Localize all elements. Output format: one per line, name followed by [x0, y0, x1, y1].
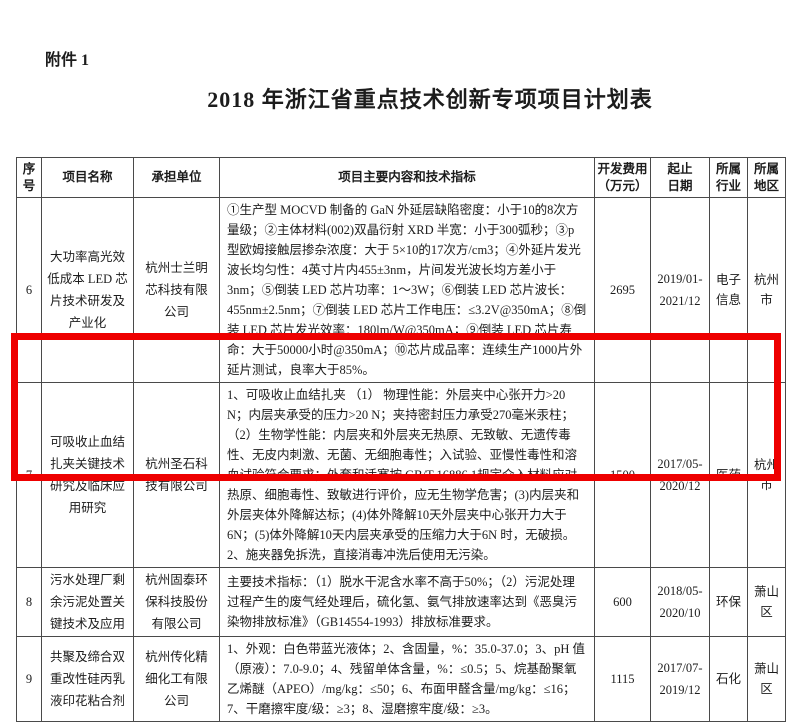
cell-unit: 杭州圣石科技有限公司: [133, 382, 220, 568]
table-row: 6 大功率高光效低成本 LED 芯片技术研发及产业化 杭州士兰明芯科技有限公司 …: [16, 197, 786, 383]
cell-serial: 9: [16, 636, 42, 722]
header-project-name: 项目名称: [41, 157, 134, 198]
header-content: 项目主要内容和技术指标: [219, 157, 595, 198]
cell-dates: 2018/05- 2020/10: [650, 567, 710, 637]
cell-content: 1、外观：白色带蓝光液体；2、含固量，%：35.0-37.0；3、pH 值（原液…: [219, 636, 595, 722]
table-row: 8 污水处理厂剩余污泥处置关键技术及应用 杭州固泰环保科技股份有限公司 主要技术…: [16, 567, 786, 637]
cell-cost: 1500: [594, 382, 651, 568]
cell-industry: 石化: [709, 636, 748, 722]
attachment-label: 附件 1: [45, 52, 90, 69]
table-row-highlighted: 7 可吸收止血结扎夹关键技术研究及临床应用研究 杭州圣石科技有限公司 1、可吸收…: [16, 382, 786, 568]
cell-industry: 电子 信息: [709, 197, 748, 383]
header-unit: 承担单位: [133, 157, 220, 198]
cell-cost: 2695: [594, 197, 651, 383]
cell-region: 萧山 区: [747, 567, 786, 637]
cell-content: 主要技术指标：（1）脱水干泥含水率不高于50%；（2）污泥处理过程产生的废气经处…: [219, 567, 595, 637]
cell-project-name: 大功率高光效低成本 LED 芯片技术研发及产业化: [41, 197, 134, 383]
header-serial: 序 号: [16, 157, 42, 198]
cell-content: ①生产型 MOCVD 制备的 GaN 外延层缺陷密度：小于10的8次方量级；②主…: [219, 197, 595, 383]
cell-region: 杭州 市: [747, 382, 786, 568]
cell-project-name: 共聚及缔合双重改性硅丙乳液印花粘合剂: [41, 636, 134, 722]
cell-serial: 6: [16, 197, 42, 383]
cell-cost: 600: [594, 567, 651, 637]
cell-unit: 杭州士兰明芯科技有限公司: [133, 197, 220, 383]
page-title: 2018 年浙江省重点技术创新专项项目计划表: [207, 87, 653, 112]
header-region: 所属 地区: [747, 157, 786, 198]
cell-cost: 1115: [594, 636, 651, 722]
cell-region: 杭州 市: [747, 197, 786, 383]
cell-unit: 杭州传化精细化工有限公司: [133, 636, 220, 722]
table-row: 9 共聚及缔合双重改性硅丙乳液印花粘合剂 杭州传化精细化工有限公司 1、外观：白…: [16, 636, 786, 722]
cell-dates: 2017/07- 2019/12: [650, 636, 710, 722]
header-cost: 开发费用 （万元）: [594, 157, 651, 198]
cell-region: 萧山 区: [747, 636, 786, 722]
table-header-row: 序 号 项目名称 承担单位 项目主要内容和技术指标 开发费用 （万元） 起止 日…: [16, 157, 786, 198]
cell-content: 1、可吸收止血结扎夹 （1） 物理性能：外层夹中心张开力>20 N；内层夹承受的…: [219, 382, 595, 568]
cell-project-name: 污水处理厂剩余污泥处置关键技术及应用: [41, 567, 134, 637]
cell-dates: 2017/05- 2020/12: [650, 382, 710, 568]
cell-unit: 杭州固泰环保科技股份有限公司: [133, 567, 220, 637]
cell-dates: 2019/01- 2021/12: [650, 197, 710, 383]
cell-project-name: 可吸收止血结扎夹关键技术研究及临床应用研究: [41, 382, 134, 568]
header-dates: 起止 日期: [650, 157, 710, 198]
cell-serial: 7: [16, 382, 42, 568]
header-industry: 所属 行业: [709, 157, 748, 198]
project-plan-table: 序 号 项目名称 承担单位 项目主要内容和技术指标 开发费用 （万元） 起止 日…: [16, 157, 786, 722]
cell-serial: 8: [16, 567, 42, 637]
cell-industry: 医药: [709, 382, 748, 568]
cell-industry: 环保: [709, 567, 748, 637]
